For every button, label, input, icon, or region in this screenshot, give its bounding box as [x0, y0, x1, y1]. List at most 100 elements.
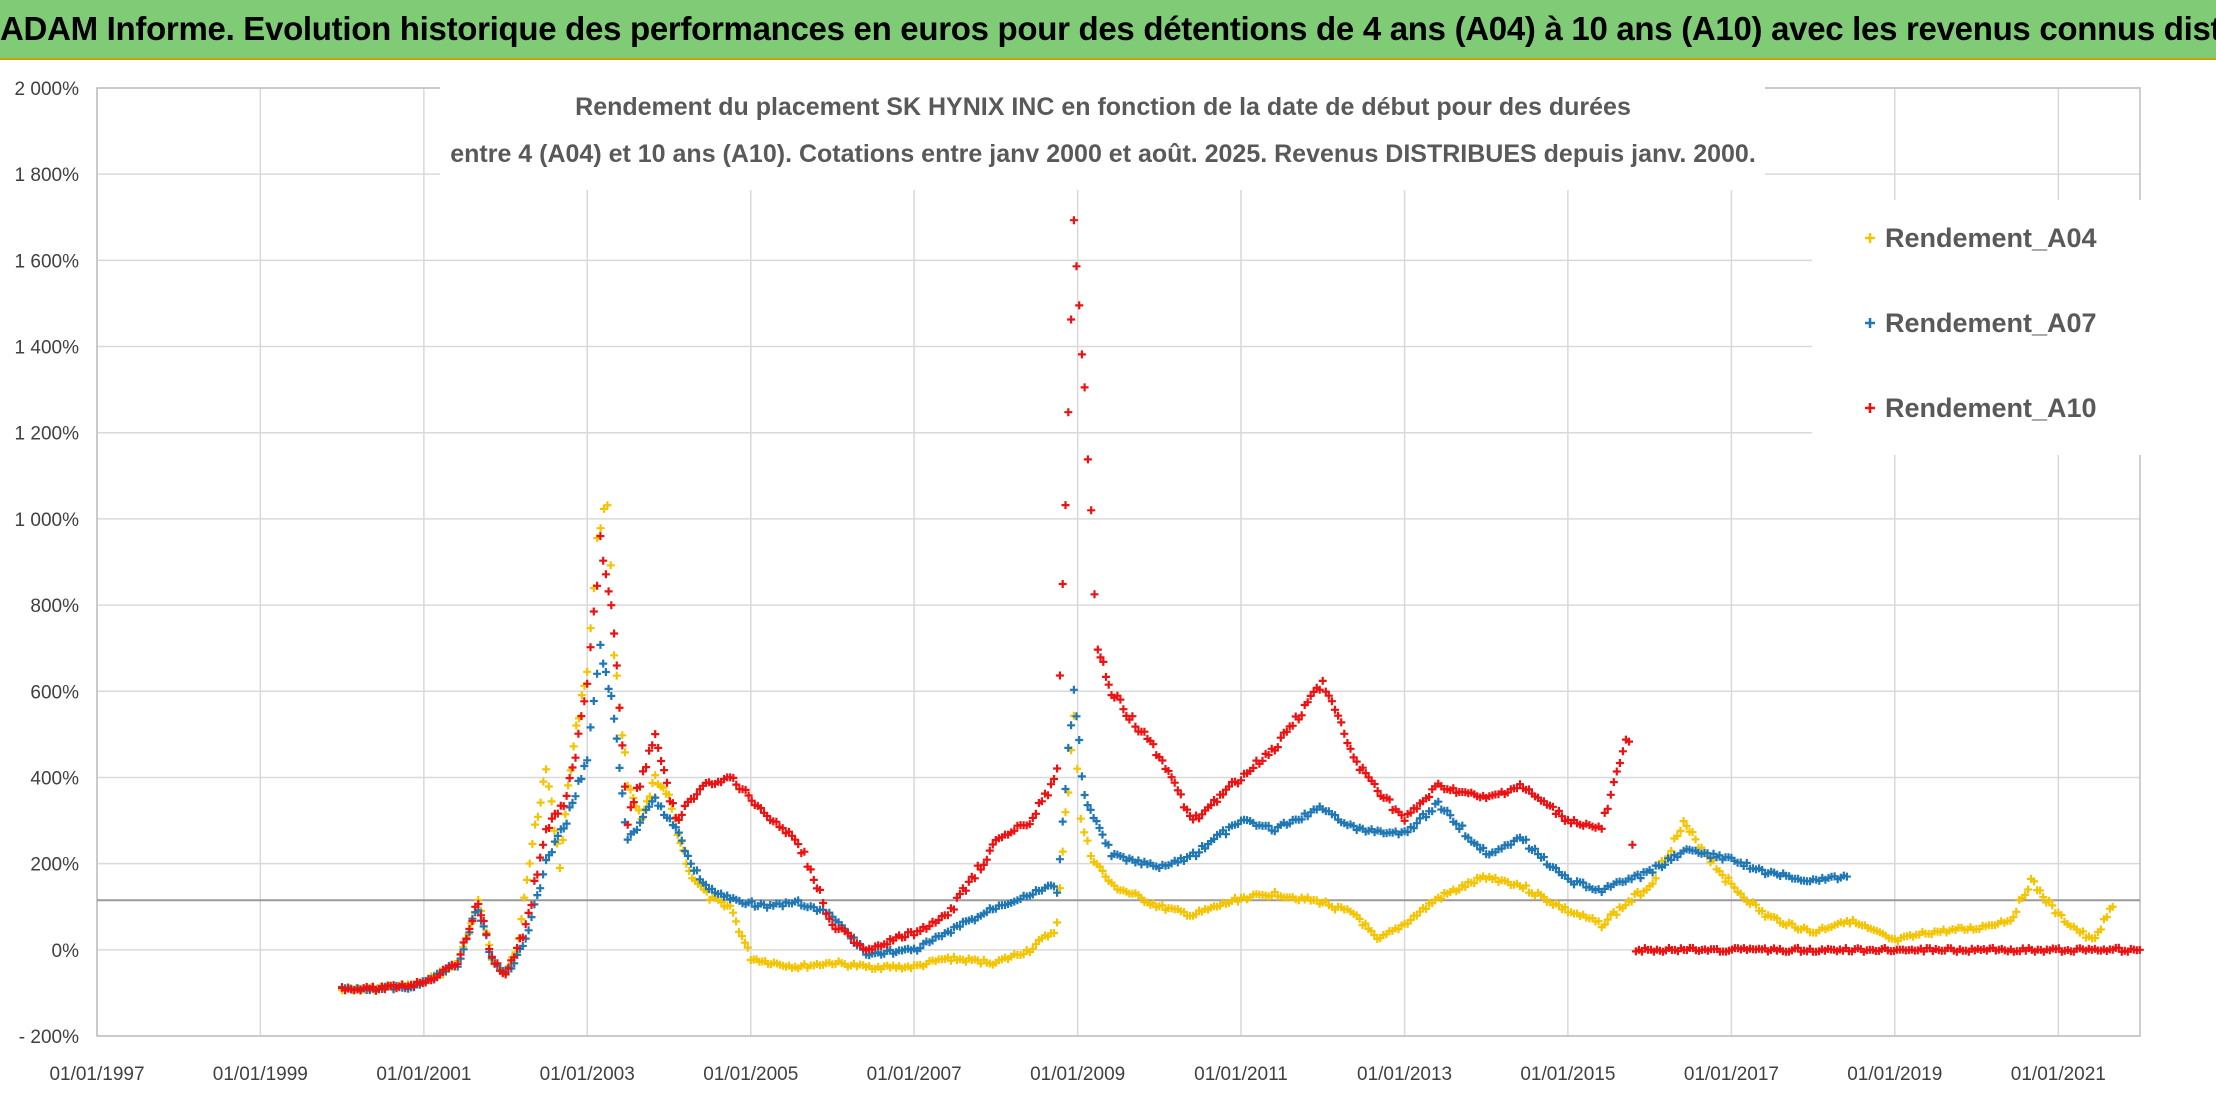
data-point [462, 934, 471, 943]
data-point [1102, 672, 1110, 681]
data-point [559, 802, 568, 811]
data-point [2096, 925, 2105, 934]
data-point [1385, 795, 1394, 804]
data-point [1346, 744, 1355, 753]
data-point [518, 933, 527, 942]
data-point [747, 897, 756, 906]
x-tick-label: 01/01/2015 [1520, 1064, 1615, 1085]
data-point [729, 773, 738, 782]
data-point [1028, 890, 1037, 899]
data-point [732, 780, 741, 789]
data-point [1050, 775, 1058, 783]
data-point [2108, 902, 2117, 911]
data-point [955, 890, 964, 898]
legend-label: Rendement_A04 [1885, 223, 2097, 253]
data-point [988, 840, 997, 849]
data-point [680, 847, 689, 855]
data-point [539, 777, 548, 786]
legend-box [1812, 200, 2142, 455]
data-point [1101, 872, 1110, 881]
data-point [1522, 881, 1530, 890]
data-point [599, 659, 608, 668]
data-point [558, 836, 567, 844]
data-point [615, 763, 624, 772]
data-point [1213, 797, 1222, 806]
data-point [612, 671, 621, 680]
data-point [1195, 814, 1204, 823]
legend-marker [1865, 403, 1875, 413]
data-point [756, 804, 765, 813]
data-point [1618, 747, 1627, 756]
data-point [1128, 712, 1137, 721]
legend: Rendement_A04 Rendement_A07 Rendement_A10 [1812, 200, 2142, 455]
data-point [542, 765, 551, 774]
data-point [642, 763, 651, 772]
data-point [1055, 884, 1064, 893]
data-point [2009, 913, 2018, 922]
data-point [559, 824, 568, 833]
data-point [524, 908, 533, 917]
data-point [1337, 718, 1346, 727]
data-point [479, 917, 488, 925]
data-point [601, 668, 610, 676]
data-point [1318, 676, 1327, 685]
data-point [732, 917, 741, 926]
data-point [1648, 868, 1657, 877]
data-series [338, 216, 2144, 995]
y-tick-label: 1 800% [15, 165, 80, 186]
data-point [1073, 764, 1082, 773]
data-point [943, 911, 952, 920]
data-point [1077, 350, 1086, 359]
data-point [1758, 865, 1767, 874]
data-point [553, 831, 562, 840]
data-point [1264, 821, 1273, 830]
data-point [1443, 806, 1452, 815]
x-tick-label: 01/01/2011 [1194, 1064, 1288, 1085]
data-point [1667, 847, 1676, 855]
data-point [1019, 950, 1028, 959]
data-point [1061, 808, 1070, 817]
data-point [791, 835, 800, 844]
data-point [565, 803, 574, 812]
data-point [1207, 801, 1216, 810]
data-point [550, 837, 559, 846]
data-point [1087, 506, 1096, 515]
data-point [1104, 680, 1113, 689]
data-point [1422, 904, 1431, 913]
data-point [604, 587, 613, 596]
data-point [621, 782, 629, 791]
data-point [1170, 778, 1179, 787]
x-tick-label: 01/01/2013 [1357, 1064, 1452, 1085]
data-point [1104, 840, 1113, 849]
data-point [677, 836, 686, 845]
data-point [747, 796, 756, 805]
x-tick-label: 01/01/2001 [376, 1064, 471, 1085]
data-point [487, 952, 496, 961]
title-banner: ADAM Informe. Evolution historique des p… [0, 0, 2216, 60]
data-point [1361, 769, 1370, 778]
data-point [883, 940, 892, 949]
data-point [1324, 691, 1333, 700]
data-point [1210, 835, 1219, 843]
data-point [1425, 793, 1434, 801]
data-point [536, 798, 545, 807]
data-point [822, 909, 831, 918]
data-point [738, 932, 746, 941]
data-point [1334, 711, 1343, 720]
data-point [1715, 851, 1724, 860]
data-point [610, 629, 619, 638]
data-point [1352, 757, 1361, 766]
data-point [571, 792, 580, 801]
data-point [1058, 847, 1067, 856]
y-axis-ticks: - 200% 0% 200% 400% 600% 800% 1 000% 1 200% 1 40… [15, 79, 80, 1048]
data-point [1742, 858, 1751, 867]
data-point [1131, 722, 1140, 731]
data-point [596, 524, 605, 533]
data-point [1083, 801, 1092, 810]
data-point [618, 789, 627, 798]
data-point [518, 942, 527, 950]
data-point [1594, 917, 1603, 926]
data-point [1773, 914, 1782, 923]
data-point [982, 908, 991, 917]
data-point [1249, 763, 1258, 772]
